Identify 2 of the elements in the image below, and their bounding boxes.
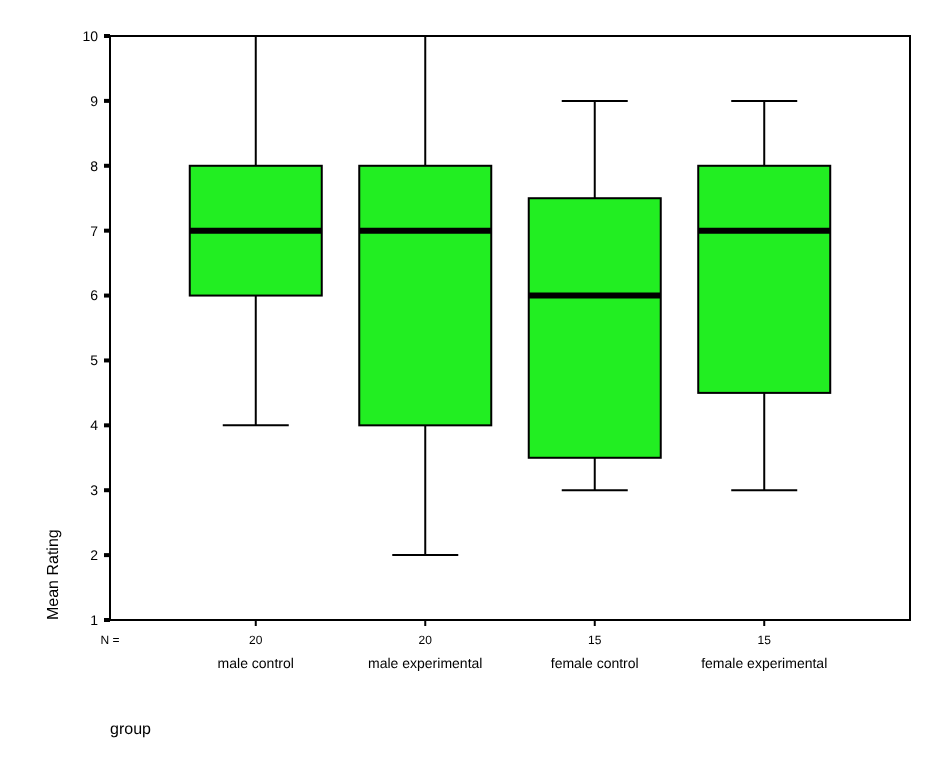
y-axis-title: Mean Rating: [44, 529, 62, 620]
x-axis-title: group: [110, 720, 153, 738]
